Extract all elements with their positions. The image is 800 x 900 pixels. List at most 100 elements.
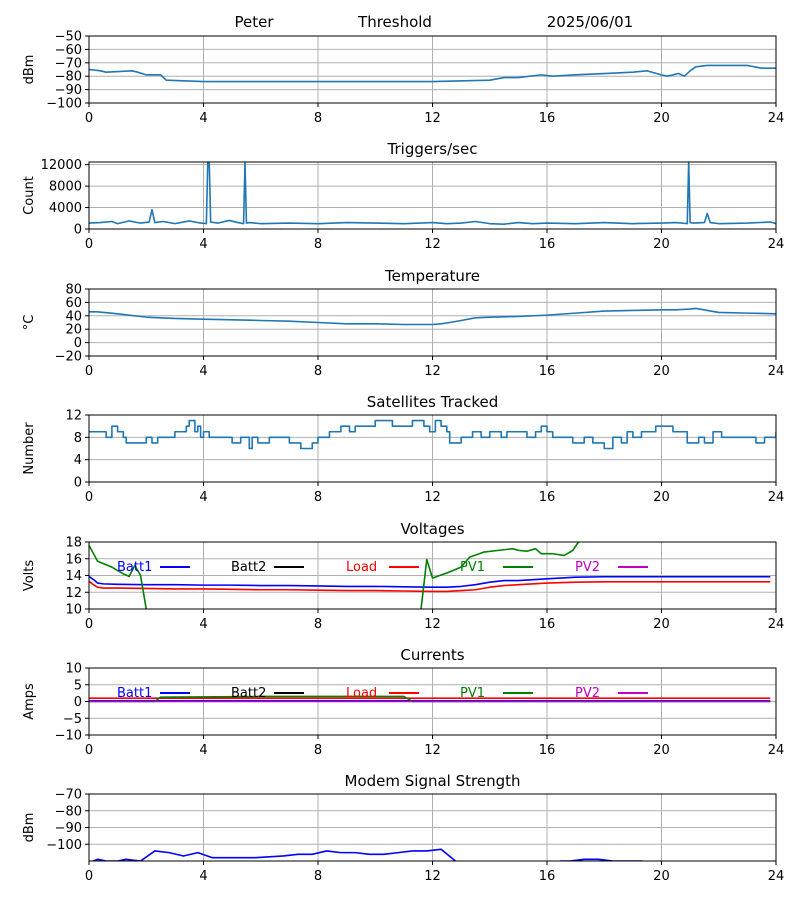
x-tick-label: 8 [314,743,322,758]
x-tick-label: 4 [199,111,207,126]
y-tick-label: 4 [74,453,82,468]
legend-label: Batt1 [117,560,152,575]
x-tick-label: 24 [768,364,785,379]
x-tick-label: 8 [314,490,322,505]
chart-title: Currents [400,646,464,664]
legend-label: Batt2 [231,686,266,701]
y-tick-label: 12 [65,409,82,424]
x-tick-label: 8 [314,111,322,126]
x-tick-label: 12 [424,364,441,379]
series-line-0 [89,419,776,450]
x-tick-label: 12 [424,490,441,505]
x-tick-label: 8 [314,617,322,632]
x-tick-label: 16 [539,617,556,632]
chart-panel-1: 0 4 8 12 16 20 24 0 4000 8000 12000 Triggers/sec Cou… [22,140,784,252]
y-tick-label: 0 [74,476,82,491]
x-tick-label: 0 [85,237,93,252]
chart-title: Voltages [400,520,464,538]
x-tick-label: 12 [424,237,441,252]
y-tick-label: 0 [74,695,82,710]
y-tick-label: 0 [74,336,82,351]
chart-title: Temperature [384,267,480,285]
x-tick-label: 24 [768,869,785,884]
x-tick-label: 12 [424,617,441,632]
chart-title: Triggers/sec [387,140,478,158]
x-tick-label: 20 [653,490,670,505]
x-tick-label: 20 [653,869,670,884]
y-tick-label: 14 [65,569,82,584]
y-axis-label: dBm [22,813,37,843]
x-tick-label: 0 [85,364,93,379]
y-tick-label: −70 [55,56,82,71]
y-tick-label: 60 [65,296,82,311]
x-tick-label: 12 [424,743,441,758]
y-tick-label: 5 [74,678,82,693]
x-tick-label: 12 [424,111,441,126]
y-tick-label: 40 [65,309,82,324]
y-tick-label: 8 [74,431,82,446]
x-tick-label: 4 [199,617,207,632]
x-tick-label: 4 [199,490,207,505]
chart-title: Satellites Tracked [367,393,498,411]
x-tick-label: 16 [539,490,556,505]
x-tick-label: 20 [653,364,670,379]
y-tick-label: −70 [55,788,82,803]
y-tick-label: 4000 [49,201,82,216]
x-tick-label: 0 [85,490,93,505]
y-tick-label: −90 [55,821,82,836]
chart-panel-5: 0 4 8 12 16 20 24 −10 −5 0 510 Currents Amps Batt1 Bat… [22,646,784,758]
y-tick-label: −5 [63,712,82,727]
y-tick-label: −20 [55,350,82,365]
chart-panel-0: 0 4 8 12 16 20 24 −100−90−80−70−60−50 dBm [22,30,784,127]
legend-label: Batt1 [117,686,152,701]
x-tick-label: 16 [539,111,556,126]
y-tick-label: 16 [65,552,82,567]
x-tick-label: 16 [539,869,556,884]
y-tick-label: 20 [65,323,82,338]
x-tick-label: 4 [199,237,207,252]
x-tick-label: 4 [199,743,207,758]
series-line-0 [89,162,776,225]
y-tick-label: −100 [46,838,82,853]
x-tick-label: 24 [768,617,785,632]
header-date: 2025/06/01 [547,13,633,31]
y-tick-label: 12 [65,586,82,601]
x-tick-label: 0 [85,743,93,758]
y-tick-label: −80 [55,804,82,819]
y-tick-label: 0 [74,223,82,238]
x-tick-label: 16 [539,743,556,758]
legend-label: PV1 [460,686,485,701]
x-tick-label: 8 [314,364,322,379]
y-axis-label: Number [22,422,37,475]
x-tick-label: 4 [199,869,207,884]
x-tick-label: 20 [653,237,670,252]
x-tick-label: 0 [85,111,93,126]
x-tick-label: 24 [768,490,785,505]
x-tick-label: 24 [768,743,785,758]
x-tick-label: 0 [85,617,93,632]
y-tick-label: 18 [65,536,82,551]
y-tick-label: −50 [55,30,82,45]
x-tick-label: 20 [653,743,670,758]
series-line-pv1 [89,542,580,609]
y-axis-label: Count [22,176,37,215]
series-line-load [89,580,771,593]
x-tick-label: 16 [539,364,556,379]
chart-panel-6: 0 4 8 12 16 20 24 −100 −90 −80−70 Modem Signal Str… [22,772,784,884]
series-line-0 [89,307,776,326]
x-tick-label: 12 [424,869,441,884]
header-label: Threshold [357,13,432,31]
series-line-0 [89,64,776,83]
legend-label: Load [346,686,377,701]
y-tick-label: −10 [55,729,82,744]
x-tick-label: 8 [314,869,322,884]
y-tick-label: −60 [55,43,82,58]
legend-label: PV2 [575,686,600,701]
legend-label: PV1 [460,560,485,575]
y-tick-label: 10 [65,662,82,677]
x-tick-label: 20 [653,111,670,126]
